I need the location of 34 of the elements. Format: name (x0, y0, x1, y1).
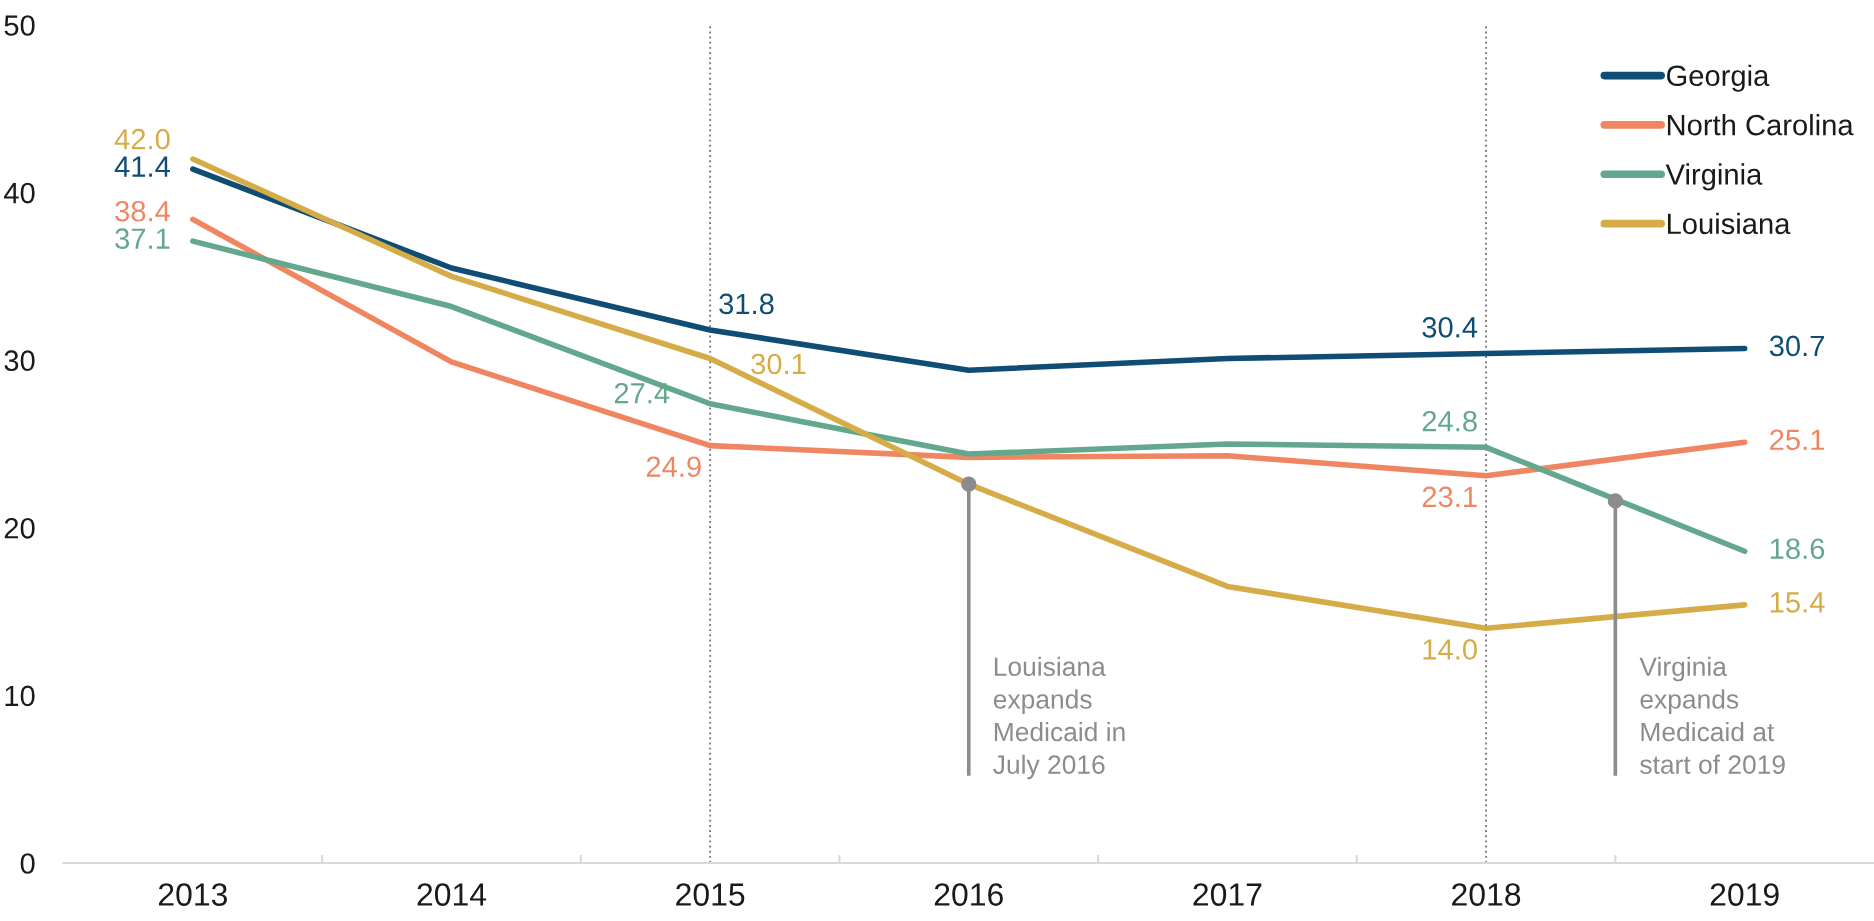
data-label: 25.1 (1770, 429, 1825, 451)
data-label: 30.4 (1422, 317, 1478, 338)
legend-label: Georgia (1667, 64, 1770, 92)
data-label: 15.4 (1770, 592, 1825, 613)
x-tick-label: 2019 (1710, 883, 1779, 906)
x-tick-label: 2016 (934, 883, 1003, 906)
data-label: 31.8 (719, 293, 774, 315)
data-label: 23.1 (1422, 486, 1477, 508)
data-label: 38.4 (115, 200, 170, 222)
data-label: 37.1 (115, 228, 170, 249)
data-label: 24.8 (1422, 410, 1477, 432)
x-tick-label: 2017 (1193, 883, 1262, 906)
y-tick-label: 10 (5, 685, 35, 707)
legend-label: North Carolina (1667, 114, 1854, 136)
y-tick-label: 50 (4, 15, 35, 36)
data-label: 24.9 (646, 456, 701, 478)
legend-label: Virginia (1665, 163, 1763, 191)
x-tick-label: 2015 (676, 883, 745, 906)
y-tick-label: 0 (20, 853, 35, 874)
data-label: 18.6 (1770, 538, 1825, 560)
data-label: 30.1 (751, 353, 806, 375)
y-tick-label: 20 (4, 517, 35, 539)
x-tick-label: 2013 (158, 883, 227, 906)
annotation: Virginia expands Medicaid at start of 2019 (1639, 656, 1785, 774)
legend-label: Louisiana (1667, 212, 1791, 235)
data-label: 42.0 (114, 128, 170, 150)
x-tick-label: 2018 (1452, 883, 1521, 906)
data-label: 14.0 (1423, 639, 1477, 660)
data-label: 30.7 (1769, 335, 1824, 357)
y-tick-label: 40 (3, 182, 35, 204)
y-tick-label: 30 (4, 350, 35, 372)
annotation: Louisiana expands Medicaid in July 2016 (993, 656, 1125, 780)
x-tick-label: 2014 (417, 883, 487, 906)
data-label: 41.4 (114, 156, 170, 177)
